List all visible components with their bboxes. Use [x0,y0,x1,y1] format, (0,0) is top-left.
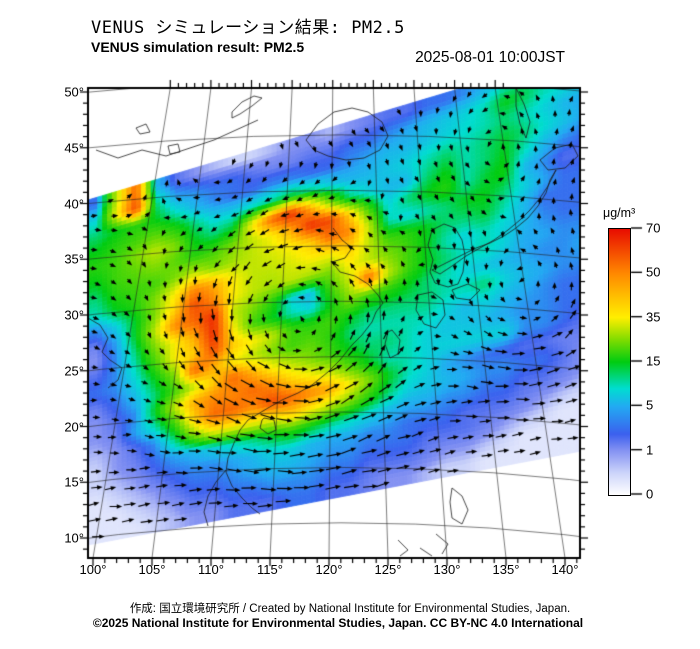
latitude-tick-label: 35° [64,251,84,267]
latitude-tick-label: 40° [64,196,84,211]
longitude-tick-label: 115° [257,562,283,577]
timestamp-label: 2025-08-01 10:00JST [415,49,565,66]
page-title-english: VENUS simulation result: PM2.5 [91,39,305,55]
colorbar-tick-label: 0 [646,486,654,502]
latitude-tick-label: 15° [64,474,84,490]
colorbar-tick-label: 35 [646,309,661,325]
credit-line-2: ©2025 National Institute for Environment… [92,616,584,630]
longitude-tick-label: 135° [492,562,520,577]
colorbar-unit-label: μg/m³ [603,206,636,220]
colorbar [608,228,631,496]
longitude-tick-label: 100° [79,562,107,577]
latitude-tick-label: 50° [64,84,84,100]
latitude-tick-label: 20° [64,419,84,434]
latitude-tick-label: 45° [64,140,84,156]
longitude-tick-label: 140° [551,562,579,577]
longitude-tick-label: 120° [315,562,343,577]
latitude-tick-label: 10° [64,530,84,546]
longitude-tick-label: 130° [433,562,461,577]
colorbar-tick-label: 1 [646,442,654,458]
longitude-tick-label: 110° [198,562,224,577]
colorbar-tick-label: 5 [646,397,654,413]
latitude-tick-label: 25° [64,363,84,379]
colorbar-tick-label: 50 [646,264,661,280]
colorbar-tick-label: 70 [646,220,661,236]
latitude-tick-label: 30° [64,307,84,323]
page-title-japanese: VENUS シミュレーション結果: PM2.5 [91,18,405,38]
credit-line-1: 作成: 国立環境研究所 / Created by National Instit… [129,603,571,615]
colorbar-tick-label: 15 [646,353,661,369]
longitude-tick-label: 105° [138,562,166,577]
longitude-tick-label: 125° [374,562,402,577]
